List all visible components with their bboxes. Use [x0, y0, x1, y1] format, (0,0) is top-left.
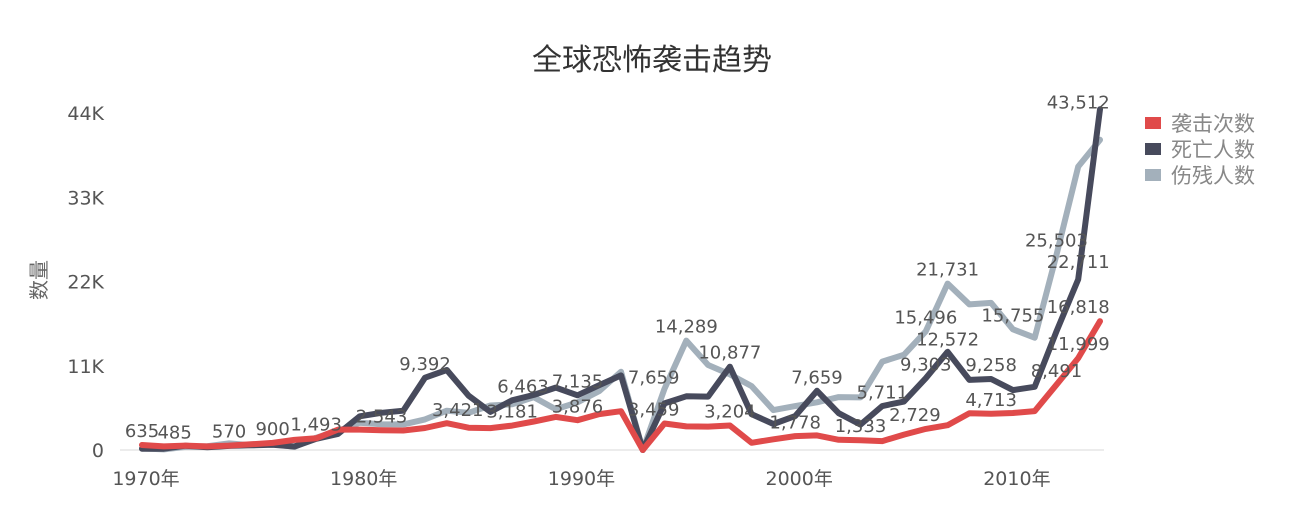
legend-label: 伤残人数	[1171, 164, 1255, 188]
data-label: 3,459	[628, 400, 680, 421]
series-line-2	[139, 136, 1103, 453]
x-tick-label: 1970年	[112, 468, 179, 490]
data-label: 3,204	[704, 401, 756, 422]
x-tick-label: 1980年	[330, 468, 397, 490]
data-label: 635	[125, 421, 159, 442]
data-label: 43,512	[1047, 93, 1110, 114]
data-label: 570	[212, 422, 246, 443]
data-label: 1,333	[835, 416, 887, 437]
data-label: 15,496	[894, 307, 957, 328]
data-label: 14,289	[655, 317, 718, 338]
data-label: 3,876	[552, 396, 604, 417]
data-label: 8,491	[1031, 361, 1083, 382]
legend-label: 死亡人数	[1171, 138, 1255, 162]
data-label: 11,999	[1047, 334, 1110, 355]
data-label: 2,729	[889, 405, 941, 426]
y-tick-label: 44K	[67, 103, 104, 125]
data-label: 4,713	[965, 390, 1017, 411]
data-label: 16,818	[1047, 297, 1110, 318]
chart-title: 全球恐怖袭击趋势	[532, 43, 772, 78]
data-label: 485	[157, 422, 191, 443]
y-tick-label: 22K	[67, 272, 104, 294]
data-label: 15,755	[981, 305, 1044, 326]
legend-swatch	[1145, 169, 1161, 181]
data-label: 1,493	[290, 415, 342, 436]
data-label: 3,181	[486, 402, 538, 423]
data-label: 5,711	[857, 382, 909, 403]
series-group	[139, 106, 1103, 453]
data-label: 3,421	[432, 400, 484, 421]
data-label: 9,392	[399, 354, 451, 375]
data-label: 22,711	[1047, 252, 1110, 273]
data-label: 9,258	[965, 355, 1017, 376]
series-line-0	[139, 318, 1103, 453]
data-label: 9,303	[900, 355, 952, 376]
data-label: 10,877	[698, 343, 761, 364]
x-tick-label: 1990年	[548, 468, 615, 490]
y-tick-label: 11K	[67, 356, 104, 378]
data-label: 12,572	[916, 330, 979, 351]
axes: 0 11K 22K 33K 44K 1970年 1980年 1990年 2000年 2010年	[67, 103, 1104, 490]
y-tick-label: 33K	[67, 187, 104, 209]
data-label: 2,543	[356, 407, 408, 428]
data-label: 900	[255, 419, 289, 440]
legend-swatch	[1145, 143, 1161, 155]
data-label: 1,778	[769, 412, 821, 433]
series-line-1	[139, 106, 1103, 453]
legend-label: 袭击次数	[1171, 112, 1255, 136]
data-label: 21,731	[916, 260, 979, 281]
x-tick-label: 2000年	[766, 468, 833, 490]
data-label: 7,659	[628, 367, 680, 388]
data-label: 7,659	[791, 367, 843, 388]
data-label: 6,463	[497, 376, 549, 397]
legend-swatch	[1145, 117, 1161, 129]
y-axis-label: 数量	[27, 260, 51, 300]
x-tick-label: 2010年	[983, 468, 1050, 490]
y-tick-label: 0	[92, 440, 104, 462]
data-label: 25,503	[1025, 231, 1088, 252]
data-label: 7,135	[552, 371, 604, 392]
